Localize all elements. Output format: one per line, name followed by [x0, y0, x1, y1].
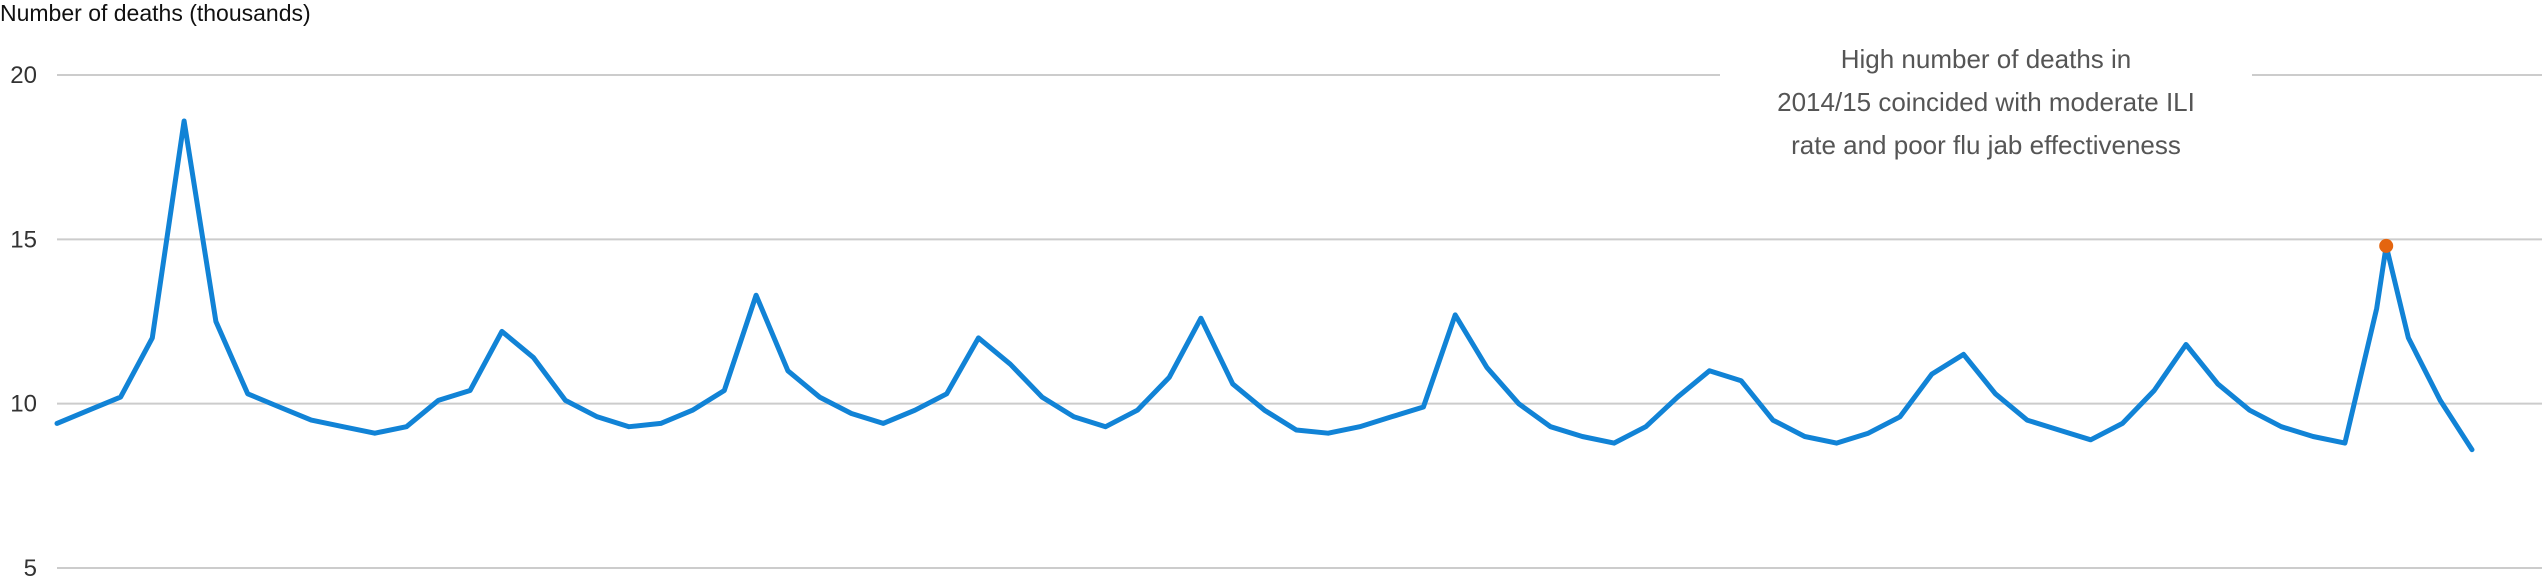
annotation-line-3: rate and poor flu jab effectiveness — [1791, 130, 2181, 160]
annotation-line-1: High number of deaths in — [1840, 44, 2132, 74]
y-tick-label: 5 — [24, 555, 37, 577]
y-axis-label: Number of deaths (thousands) — [0, 0, 311, 26]
annotation: High number of deaths in 2014/15 coincid… — [1720, 38, 2252, 167]
series-line — [54, 118, 2475, 453]
y-tick-label: 15 — [10, 226, 37, 253]
y-tick-label: 20 — [10, 62, 37, 89]
y-tick-label: 10 — [10, 391, 37, 418]
highlight-point — [2379, 238, 2394, 253]
y-ticks: 5 10 15 20 — [10, 62, 37, 577]
grid — [57, 74, 2542, 569]
annotation-line-2: 2014/15 coincided with moderate ILI — [1777, 87, 2195, 117]
